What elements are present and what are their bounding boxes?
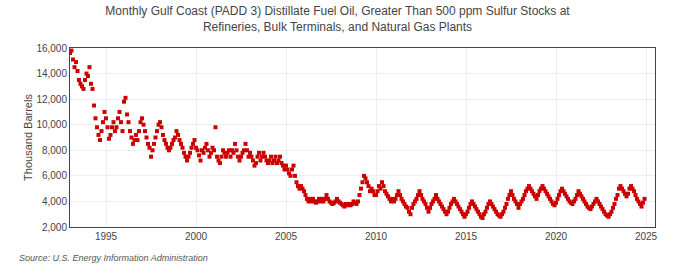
- svg-text:Source: U.S. Energy Informatio: Source: U.S. Energy Information Administ…: [19, 253, 208, 263]
- svg-text:2020: 2020: [545, 231, 568, 242]
- svg-text:2025: 2025: [635, 231, 658, 242]
- svg-text:2,000: 2,000: [42, 222, 67, 233]
- svg-text:2005: 2005: [275, 231, 298, 242]
- svg-text:6,000: 6,000: [42, 170, 67, 181]
- svg-text:16,000: 16,000: [36, 43, 67, 54]
- svg-text:4,000: 4,000: [42, 196, 67, 207]
- svg-text:Monthly Gulf Coast (PADD 3) Di: Monthly Gulf Coast (PADD 3) Distillate F…: [105, 4, 570, 34]
- svg-text:2010: 2010: [365, 231, 388, 242]
- svg-text:Thousand Barrels: Thousand Barrels: [22, 94, 34, 181]
- svg-text:14,000: 14,000: [36, 68, 67, 79]
- svg-text:10,000: 10,000: [36, 119, 67, 130]
- svg-text:1995: 1995: [95, 231, 118, 242]
- svg-text:2000: 2000: [185, 231, 208, 242]
- svg-text:8,000: 8,000: [42, 145, 67, 156]
- svg-text:2015: 2015: [455, 231, 478, 242]
- svg-text:12,000: 12,000: [36, 94, 67, 105]
